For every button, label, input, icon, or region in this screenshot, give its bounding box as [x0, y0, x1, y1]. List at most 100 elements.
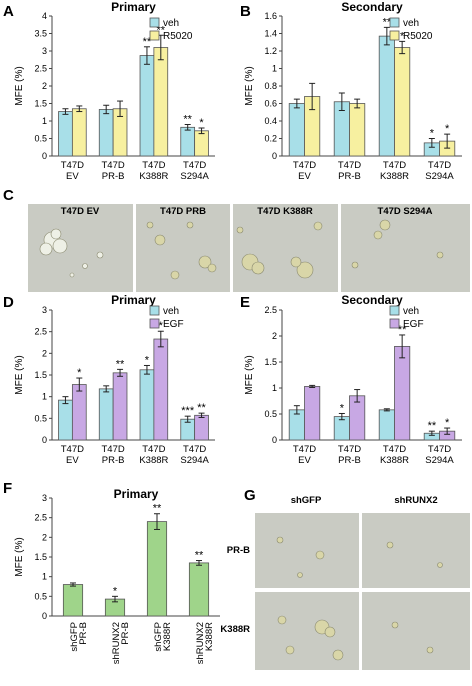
legend-label-a-0: veh — [163, 18, 179, 29]
bar-a-r5020-2 — [153, 47, 169, 157]
y-tick-label-d: 3 — [42, 305, 47, 315]
panel-label-b: B — [240, 3, 251, 20]
significance-mark-b: ** — [383, 16, 392, 28]
category-label-b-line1: T47D — [338, 160, 361, 171]
y-tick-label-d: 1.5 — [34, 370, 47, 380]
y-tick-label-a: 1 — [42, 116, 47, 126]
category-label-a-line1: T47D — [142, 160, 165, 171]
category-label-e-line2: PR-B — [338, 455, 361, 466]
y-tick-label-f: 3 — [42, 493, 47, 503]
category-label-d-line2: PR-B — [102, 455, 125, 466]
category-label-d-line2: EV — [66, 455, 79, 466]
bar-f-value-2 — [146, 521, 168, 617]
legend-swatch-b-0 — [389, 17, 400, 28]
y-tick-label-b: 1.2 — [264, 46, 277, 56]
category-label-b-line1: T47D — [383, 160, 406, 171]
legend-label-b-0: veh — [403, 18, 419, 29]
category-label-f-line2: K388R — [204, 622, 215, 651]
bar-e-egf-2 — [394, 345, 411, 441]
y-tick-label-f: 0.5 — [34, 591, 47, 601]
significance-mark-a: ** — [183, 114, 192, 126]
significance-mark-d: *** — [181, 405, 195, 417]
y-tick-label-a: 2 — [42, 81, 47, 91]
significance-mark-d: * — [145, 354, 150, 366]
significance-mark-b: * — [445, 123, 450, 135]
micrograph-s294a — [341, 204, 470, 292]
y-axis-label-a: MFE (%) — [14, 66, 25, 105]
category-label-f-line1: shRUNX2 — [195, 622, 206, 664]
legend-swatch-b-1 — [389, 30, 400, 41]
bar-a-r5020-0 — [71, 108, 87, 157]
significance-mark-e: ** — [398, 324, 407, 336]
legend-swatch-e-1 — [389, 318, 400, 329]
category-label-b-line1: T47D — [293, 160, 316, 171]
panel-label-g: G — [244, 487, 256, 504]
category-label-b-line2: K388R — [380, 171, 409, 182]
chart-title-a: Primary — [111, 0, 156, 14]
category-label-a-line2: S294A — [180, 171, 209, 182]
significance-mark-a: ** — [157, 24, 166, 36]
y-tick-label-a: 2.5 — [34, 64, 47, 74]
bar-a-veh-3 — [180, 126, 196, 157]
y-tick-label-d: 0 — [42, 435, 47, 445]
bar-d-egf-0 — [71, 384, 87, 441]
micrograph-shgfp-prb — [255, 513, 359, 588]
chart-title-f: Primary — [114, 487, 159, 501]
colony-clusters — [39, 219, 444, 280]
y-tick-label-e: 1.5 — [264, 357, 277, 367]
category-label-e-line1: T47D — [428, 444, 451, 455]
chart-title-d: Primary — [111, 293, 156, 307]
y-tick-label-d: 2 — [42, 348, 47, 358]
category-label-f-line1: shGFP — [153, 622, 164, 652]
micrograph-k388r — [233, 204, 338, 292]
significance-mark-a: ** — [143, 36, 152, 48]
bar-e-veh-2 — [378, 409, 395, 441]
bar-b-veh-0 — [288, 103, 305, 157]
y-tick-label-a: 3.5 — [34, 29, 47, 39]
bar-a-r5020-3 — [194, 130, 209, 157]
bar-a-veh-0 — [58, 111, 73, 157]
significance-mark-f: ** — [195, 550, 204, 562]
bar-e-egf-0 — [304, 386, 321, 441]
y-tick-label-b: 0.2 — [264, 134, 277, 144]
y-tick-label-e: 1 — [272, 383, 277, 393]
micrograph-prb — [136, 204, 230, 292]
y-axis-label-e: MFE (%) — [244, 355, 255, 394]
category-label-b-line2: PR-B — [338, 171, 361, 182]
y-tick-label-b: 1.4 — [264, 29, 277, 39]
legend-label-b-1: R5020 — [403, 31, 433, 42]
bar-d-egf-3 — [194, 414, 209, 441]
y-tick-label-b: 1 — [272, 64, 277, 74]
y-tick-label-d: 2.5 — [34, 327, 47, 337]
chart-title-e: Secondary — [341, 293, 403, 307]
category-label-e-line2: S294A — [425, 455, 454, 466]
y-tick-label-e: 2.5 — [264, 305, 277, 315]
category-label-f-line1: shRUNX2 — [111, 622, 122, 664]
category-label-f-line1: shGFP — [69, 622, 80, 652]
bar-d-veh-1 — [98, 388, 114, 441]
micrograph-shrunx2-prb — [362, 513, 470, 588]
y-tick-label-a: 0 — [42, 151, 47, 161]
image-col-shgfp: shGFP — [291, 495, 322, 506]
panel-c-images: T47D EV T47D PRB T47D K388R T47D S294A — [28, 204, 470, 292]
bar-f-value-3 — [188, 562, 210, 617]
panel-label-c: C — [3, 187, 14, 204]
panel-label-d: D — [3, 294, 14, 311]
legend-label-d-0: veh — [163, 306, 179, 317]
y-tick-label-e: 0.5 — [264, 409, 277, 419]
bar-d-veh-0 — [58, 399, 73, 441]
panel-label-f: F — [3, 480, 12, 497]
micrograph-shrunx2-k388r — [362, 592, 470, 670]
bar-b-r5020-2 — [394, 47, 411, 157]
category-label-a-line1: T47D — [183, 160, 206, 171]
micrograph-shgfp-k388r — [255, 592, 359, 670]
y-tick-label-d: 1 — [42, 392, 47, 402]
panel-g-images: shGFP shRUNX2 PR-B K388R — [220, 495, 470, 670]
category-label-a-line2: K388R — [139, 171, 168, 182]
legend-swatch-d-1 — [149, 318, 160, 329]
bar-b-r5020-1 — [349, 103, 366, 157]
significance-mark-f: * — [113, 585, 118, 597]
chart-title-b: Secondary — [341, 0, 403, 14]
